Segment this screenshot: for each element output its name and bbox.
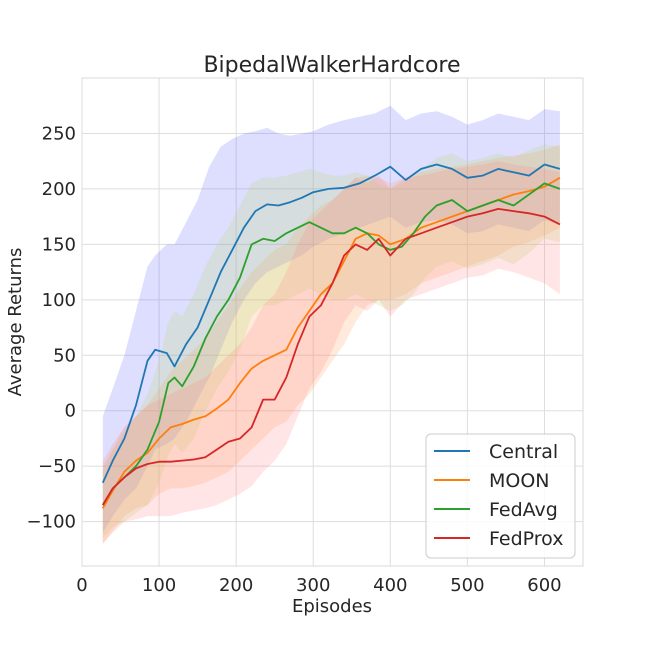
y-tick-label: 100 (42, 290, 76, 311)
y-tick-label: 200 (42, 179, 76, 200)
x-tick-label: 400 (373, 575, 407, 596)
legend-label-fedavg: FedAvg (489, 499, 558, 521)
x-tick-label: 0 (76, 575, 87, 596)
y-tick-label: 0 (65, 401, 76, 422)
y-tick-label: 50 (53, 345, 76, 366)
chart-title: BipedalWalkerHardcore (203, 53, 460, 78)
legend-label-moon: MOON (489, 470, 550, 492)
legend-box (425, 433, 576, 559)
x-tick-label: 300 (296, 575, 330, 596)
x-tick-label: 200 (219, 575, 253, 596)
legend: Central MOON FedAvg FedProx (425, 433, 576, 559)
legend-label-central: Central (489, 441, 558, 463)
line-fedprox (102, 207, 561, 506)
line-central (101, 163, 561, 484)
y-axis-label: Average Returns (5, 248, 26, 397)
x-tick-label: 100 (142, 575, 176, 596)
y-tick-label: −50 (38, 456, 76, 477)
y-tick-label: −100 (27, 512, 76, 533)
band-moon (102, 144, 560, 544)
y-tick-label: 250 (42, 123, 76, 144)
line-fedavg (102, 182, 561, 506)
confidence-bands (102, 105, 560, 544)
y-tick-label: 150 (42, 234, 76, 255)
band-fedprox (102, 161, 560, 544)
band-central (102, 105, 560, 533)
x-axis-label: Episodes (292, 596, 372, 617)
legend-label-fedprox: FedProx (489, 528, 563, 550)
tick-labels: 0 100 200 300 400 500 600 −100 −50 0 50 100 150 200 25… (27, 123, 562, 596)
band-fedavg (102, 144, 560, 539)
x-tick-label: 500 (450, 575, 484, 596)
series-lines (101, 163, 561, 509)
x-tick-label: 600 (527, 575, 561, 596)
